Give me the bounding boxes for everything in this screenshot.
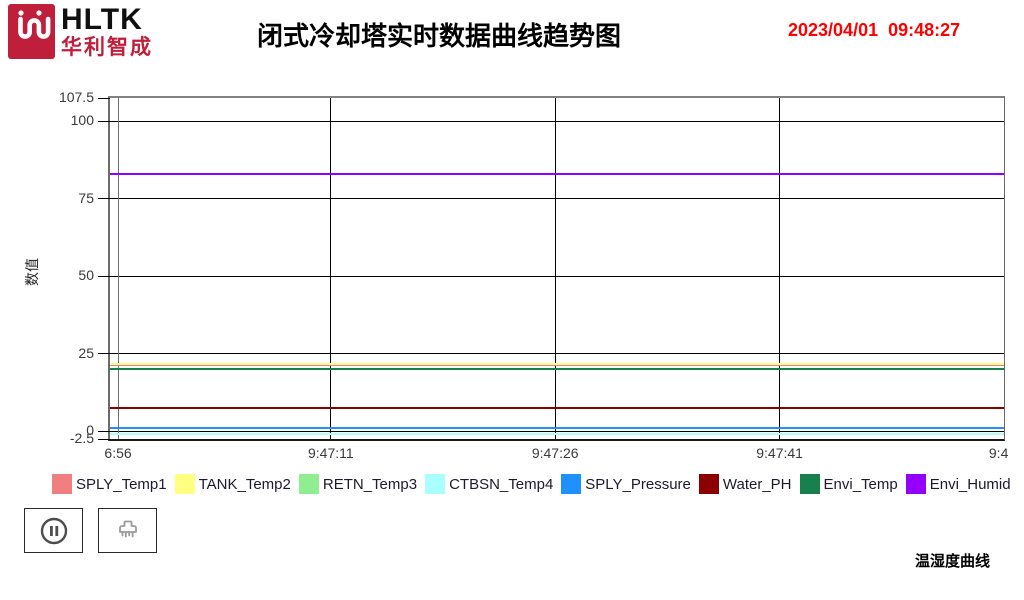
legend-swatch-Water_PH <box>698 474 719 494</box>
series-line-Water_PH <box>110 406 1004 409</box>
x-gridline <box>554 98 556 439</box>
x-tick-label: 6:56 <box>104 445 132 461</box>
y-tick-mark <box>98 120 110 122</box>
legend-item-SPLY_Pressure: SPLY_Pressure <box>561 474 691 494</box>
y-tick-label: 75 <box>78 189 94 206</box>
y-gridline <box>110 275 1004 277</box>
y-tick-mark <box>98 198 110 200</box>
legend-label-TANK_Temp2: TANK_Temp2 <box>198 475 291 493</box>
legend-label-CTBSN_Temp4: CTBSN_Temp4 <box>449 475 554 493</box>
clear-brush-button[interactable] <box>98 508 157 553</box>
legend-item-TANK_Temp2: TANK_Temp2 <box>174 474 291 494</box>
y-tick-label: 107.5 <box>58 89 94 105</box>
y-tick-mark <box>98 430 110 432</box>
logo: HLTK 华利智成 <box>8 4 153 60</box>
legend-item-RETN_Temp3: RETN_Temp3 <box>298 474 418 494</box>
y-tick-mark <box>98 97 110 99</box>
footer-curve-label: 温湿度曲线 <box>915 553 991 570</box>
x-gridline <box>779 98 781 439</box>
legend-label-SPLY_Pressure: SPLY_Pressure <box>585 475 691 493</box>
x-tick-label: 9:47:26 <box>531 445 579 461</box>
y-tick-label: 100 <box>70 112 94 129</box>
brush-icon <box>118 520 137 537</box>
y-tick-label: 50 <box>78 267 94 284</box>
legend-label-SPLY_Temp1: SPLY_Temp1 <box>76 475 167 493</box>
page-title: 闭式冷却塔实时数据曲线趋势图 <box>257 21 622 51</box>
series-line-SPLY_Pressure <box>110 427 1004 430</box>
x-tick-label: 9:4 <box>988 445 1009 461</box>
legend-item-Water_PH: Water_PH <box>698 474 792 494</box>
pause-button[interactable] <box>24 508 83 553</box>
series-line-SPLY_Temp1 <box>110 363 1004 366</box>
y-axis-inner-line <box>117 98 119 439</box>
brand-logo-icon <box>8 4 55 59</box>
legend-swatch-SPLY_Pressure <box>561 474 582 494</box>
y-tick-label: -2.5 <box>69 430 94 446</box>
legend-label-RETN_Temp3: RETN_Temp3 <box>322 475 418 493</box>
y-gridline <box>110 353 1004 355</box>
brand-name-cn: 华利智成 <box>61 36 153 59</box>
trend-chart-plot-area: 107.5 100 75 50 25 0 -2.5 6:56 9:47:11 9:47:26 9:4… <box>59 89 1008 461</box>
y-tick-label: 25 <box>78 344 94 361</box>
legend-item-Envi_Humid: Envi_Humid <box>905 474 1011 494</box>
series-line-Envi_Temp <box>110 368 1004 371</box>
datetime-display: 2023/04/01 09:48:27 <box>788 20 961 40</box>
legend-item-Envi_Temp: Envi_Temp <box>799 474 898 494</box>
series-line-TANK_Temp2 <box>110 362 1004 365</box>
legend-swatch-RETN_Temp3 <box>298 474 319 494</box>
brand-name: HLTK <box>61 3 143 36</box>
y-tick-mark <box>98 275 110 277</box>
x-tick-label: 9:47:41 <box>756 445 803 461</box>
legend-swatch-SPLY_Temp1 <box>52 474 72 494</box>
series-line-CTBSN_Temp4 <box>110 433 1004 436</box>
y-axis-label: 数值 <box>24 258 40 286</box>
pause-circle-icon <box>40 517 67 544</box>
x-gridline <box>330 98 332 439</box>
legend-item-CTBSN_Temp4: CTBSN_Temp4 <box>425 474 553 494</box>
legend-label-Water_PH: Water_PH <box>722 475 792 493</box>
y-gridline <box>110 430 1004 432</box>
y-gridline <box>110 120 1004 122</box>
legend-swatch-Envi_Temp <box>799 474 820 494</box>
legend-label-Envi_Temp: Envi_Temp <box>823 475 898 493</box>
legend-item-SPLY_Temp1: SPLY_Temp1 <box>52 474 167 494</box>
legend-swatch-CTBSN_Temp4 <box>425 474 446 494</box>
legend-label-Envi_Humid: Envi_Humid <box>929 475 1011 493</box>
legend-swatch-Envi_Humid <box>905 474 926 494</box>
y-tick-mark <box>98 438 110 440</box>
y-gridline <box>110 198 1004 200</box>
y-tick-mark <box>98 353 110 355</box>
y-tick-label: 0 <box>86 422 94 439</box>
x-tick-label: 9:47:11 <box>307 445 354 461</box>
legend-swatch-TANK_Temp2 <box>174 474 195 494</box>
chart-legend: SPLY_Temp1 TANK_Temp2 RETN_Temp3 CTBSN_Temp… <box>52 474 1019 494</box>
series-line-Envi_Humid <box>110 172 1004 175</box>
